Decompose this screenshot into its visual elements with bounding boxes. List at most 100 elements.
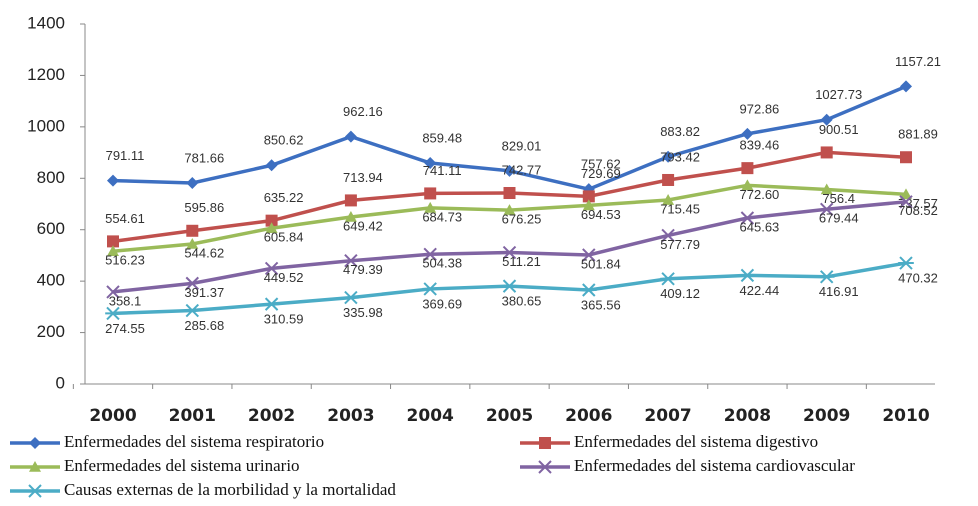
marker [900,151,912,164]
marker [820,146,833,159]
marker [263,297,280,311]
y-tick-label: 1000 [27,116,65,135]
legend-label: Causas externas de la morbilidad y la mo… [64,480,396,499]
x-tick-label: 2004 [407,406,454,426]
data-label: 470.32 [898,270,938,285]
legend-label: Enfermedades del sistema digestivo [574,432,818,451]
marker [344,254,358,268]
legend-label: Enfermedades del sistema urinario [64,456,300,475]
data-label: 742.77 [502,162,542,177]
data-label: 635.22 [264,190,304,205]
marker [662,150,675,163]
x-tick-label: 2005 [486,406,533,426]
data-label: 883.82 [660,124,700,139]
marker [424,156,437,169]
data-label: 772.60 [740,187,780,202]
data-label: 850.62 [264,133,304,148]
data-label: 501.84 [581,256,621,271]
x-tick-label: 2008 [724,406,771,426]
data-label: 649.42 [343,218,383,233]
marker [422,282,438,296]
data-label: 859.48 [422,130,462,145]
marker [186,237,199,249]
marker [538,460,552,474]
data-label: 416.91 [819,284,859,299]
x-tick-label: 2003 [327,406,374,426]
y-tick-label: 600 [37,219,65,238]
marker [900,80,912,93]
marker [582,190,595,203]
data-label: 781.66 [184,150,224,165]
marker [29,437,41,449]
y-tick-label: 400 [37,271,65,290]
data-label: 756.4 [822,191,855,206]
data-label: 409.12 [660,286,700,301]
marker [107,174,119,187]
marker [184,303,201,318]
data-label: 605.84 [264,230,304,245]
data-label: 504.38 [422,256,462,271]
marker [501,279,518,293]
marker [503,164,516,177]
marker [344,130,357,143]
x-tick-label: 2001 [169,406,216,426]
data-label: 741.11 [423,163,462,178]
data-label: 369.69 [422,296,462,311]
marker [264,261,279,276]
data-label: 554.61 [105,211,145,226]
marker [661,228,675,243]
data-label: 577.79 [660,237,700,252]
marker [581,283,597,297]
marker [423,247,437,262]
data-label: 972.86 [740,101,780,116]
data-label: 962.16 [343,104,383,119]
data-label: 900.51 [819,122,859,137]
marker [29,461,41,472]
legend-label: Enfermedades del sistema cardiovascular [574,456,855,475]
marker [186,177,199,190]
marker [660,272,676,286]
data-label: 422.44 [740,283,780,298]
marker [820,183,833,195]
data-label: 449.52 [264,270,304,285]
marker [662,194,675,205]
y-tick-label: 200 [37,322,65,341]
marker [343,290,359,305]
marker [582,199,595,211]
data-label: 285.68 [184,318,224,333]
marker [265,214,278,227]
data-label: 757.62 [581,157,621,172]
data-label: 511.21 [502,254,541,269]
data-label: 595.86 [184,200,224,215]
data-label: 713.94 [343,170,383,185]
data-label: 365.56 [581,297,621,312]
y-tick-label: 0 [56,373,65,392]
marker [186,224,199,237]
marker [424,201,437,213]
marker [265,222,278,234]
data-label: 1027.73 [815,87,862,102]
data-label: 679.44 [819,211,859,226]
marker [899,195,913,209]
data-label: 839.46 [740,138,780,153]
marker [820,113,833,126]
data-label: 544.62 [184,245,224,260]
marker [105,306,121,321]
marker [582,248,596,262]
data-label: 793.42 [660,149,700,164]
data-label: 676.25 [502,212,542,227]
data-label: 274.55 [105,321,145,336]
marker [502,245,517,260]
marker [106,285,120,299]
marker [741,179,754,191]
y-tick-label: 1200 [27,65,65,84]
marker [344,194,357,207]
x-tick-label: 2002 [248,406,295,426]
marker [818,270,835,284]
x-tick-label: 2007 [644,406,691,426]
marker [900,188,912,200]
marker [27,484,43,498]
marker [503,187,516,200]
marker [740,211,755,225]
